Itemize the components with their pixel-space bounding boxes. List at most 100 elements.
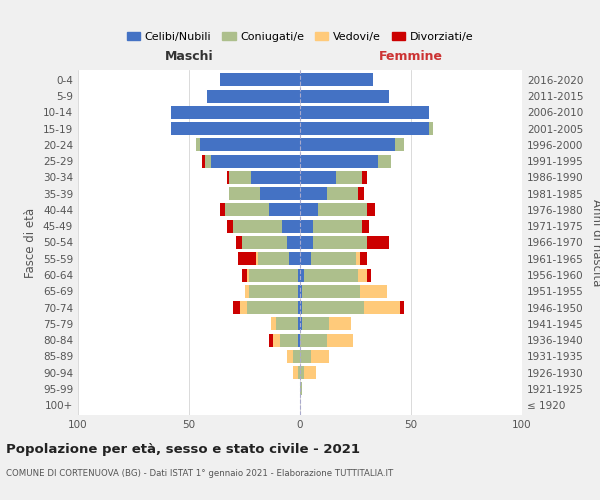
Bar bbox=[202, 154, 205, 168]
Bar bbox=[300, 106, 429, 119]
Bar bbox=[256, 252, 258, 266]
Bar bbox=[298, 334, 300, 346]
Bar bbox=[200, 138, 300, 151]
Bar bbox=[251, 171, 300, 184]
Bar bbox=[364, 301, 400, 314]
Bar bbox=[245, 285, 249, 298]
Bar bbox=[300, 187, 326, 200]
Bar bbox=[300, 138, 395, 151]
Bar bbox=[280, 334, 298, 346]
Bar bbox=[269, 334, 274, 346]
Bar bbox=[249, 285, 298, 298]
Bar bbox=[300, 220, 313, 232]
Bar bbox=[298, 268, 300, 281]
Bar bbox=[240, 301, 247, 314]
Bar bbox=[302, 285, 360, 298]
Bar bbox=[287, 350, 293, 363]
Bar bbox=[300, 74, 373, 86]
Bar bbox=[358, 187, 364, 200]
Bar bbox=[171, 122, 300, 135]
Bar bbox=[205, 154, 211, 168]
Y-axis label: Anni di nascita: Anni di nascita bbox=[590, 199, 600, 286]
Text: Popolazione per età, sesso e stato civile - 2021: Popolazione per età, sesso e stato civil… bbox=[6, 442, 360, 456]
Bar bbox=[300, 236, 313, 249]
Bar bbox=[300, 366, 304, 379]
Bar bbox=[229, 187, 260, 200]
Bar bbox=[300, 204, 318, 216]
Bar bbox=[355, 252, 360, 266]
Bar bbox=[300, 382, 302, 396]
Text: Femmine: Femmine bbox=[379, 50, 443, 63]
Bar bbox=[227, 220, 233, 232]
Bar bbox=[298, 285, 300, 298]
Legend: Celibi/Nubili, Coniugati/e, Vedovi/e, Divorziati/e: Celibi/Nubili, Coniugati/e, Vedovi/e, Di… bbox=[122, 28, 478, 46]
Bar bbox=[302, 318, 329, 330]
Bar bbox=[302, 301, 364, 314]
Bar bbox=[378, 154, 391, 168]
Bar bbox=[335, 171, 362, 184]
Bar bbox=[360, 285, 386, 298]
Bar bbox=[326, 334, 353, 346]
Bar bbox=[242, 268, 247, 281]
Bar bbox=[247, 268, 249, 281]
Bar bbox=[298, 318, 300, 330]
Bar bbox=[300, 334, 326, 346]
Bar bbox=[362, 171, 367, 184]
Bar bbox=[367, 268, 371, 281]
Bar bbox=[400, 301, 404, 314]
Bar bbox=[269, 204, 300, 216]
Bar bbox=[249, 268, 298, 281]
Bar bbox=[300, 154, 378, 168]
Bar bbox=[298, 366, 300, 379]
Bar bbox=[300, 285, 302, 298]
Bar bbox=[362, 220, 369, 232]
Bar bbox=[367, 204, 376, 216]
Bar bbox=[313, 220, 362, 232]
Bar bbox=[236, 236, 242, 249]
Bar bbox=[233, 220, 282, 232]
Text: COMUNE DI CORTENUOVA (BG) - Dati ISTAT 1° gennaio 2021 - Elaborazione TUTTITALIA: COMUNE DI CORTENUOVA (BG) - Dati ISTAT 1… bbox=[6, 469, 393, 478]
Bar bbox=[229, 171, 251, 184]
Bar bbox=[289, 252, 300, 266]
Bar bbox=[287, 236, 300, 249]
Bar bbox=[293, 366, 298, 379]
Bar bbox=[298, 301, 300, 314]
Bar bbox=[358, 268, 367, 281]
Bar bbox=[271, 318, 275, 330]
Bar bbox=[227, 171, 229, 184]
Bar bbox=[293, 350, 300, 363]
Bar bbox=[300, 350, 311, 363]
Bar bbox=[300, 171, 335, 184]
Bar bbox=[300, 252, 311, 266]
Bar bbox=[220, 204, 224, 216]
Bar bbox=[429, 122, 433, 135]
Bar bbox=[282, 220, 300, 232]
Bar bbox=[304, 366, 316, 379]
Bar bbox=[242, 236, 287, 249]
Bar bbox=[171, 106, 300, 119]
Bar bbox=[311, 350, 329, 363]
Bar bbox=[313, 236, 367, 249]
Bar bbox=[233, 301, 240, 314]
Bar bbox=[304, 268, 358, 281]
Bar bbox=[300, 90, 389, 102]
Bar bbox=[300, 318, 302, 330]
Bar bbox=[238, 252, 256, 266]
Bar bbox=[211, 154, 300, 168]
Bar bbox=[329, 318, 351, 330]
Bar bbox=[260, 187, 300, 200]
Bar bbox=[300, 301, 302, 314]
Bar bbox=[360, 252, 367, 266]
Bar bbox=[318, 204, 367, 216]
Bar bbox=[224, 204, 269, 216]
Bar bbox=[311, 252, 355, 266]
Text: Maschi: Maschi bbox=[164, 50, 214, 63]
Bar bbox=[207, 90, 300, 102]
Bar bbox=[300, 122, 429, 135]
Bar bbox=[196, 138, 200, 151]
Bar bbox=[274, 334, 280, 346]
Bar bbox=[326, 187, 358, 200]
Bar bbox=[395, 138, 404, 151]
Bar bbox=[275, 318, 298, 330]
Bar bbox=[220, 74, 300, 86]
